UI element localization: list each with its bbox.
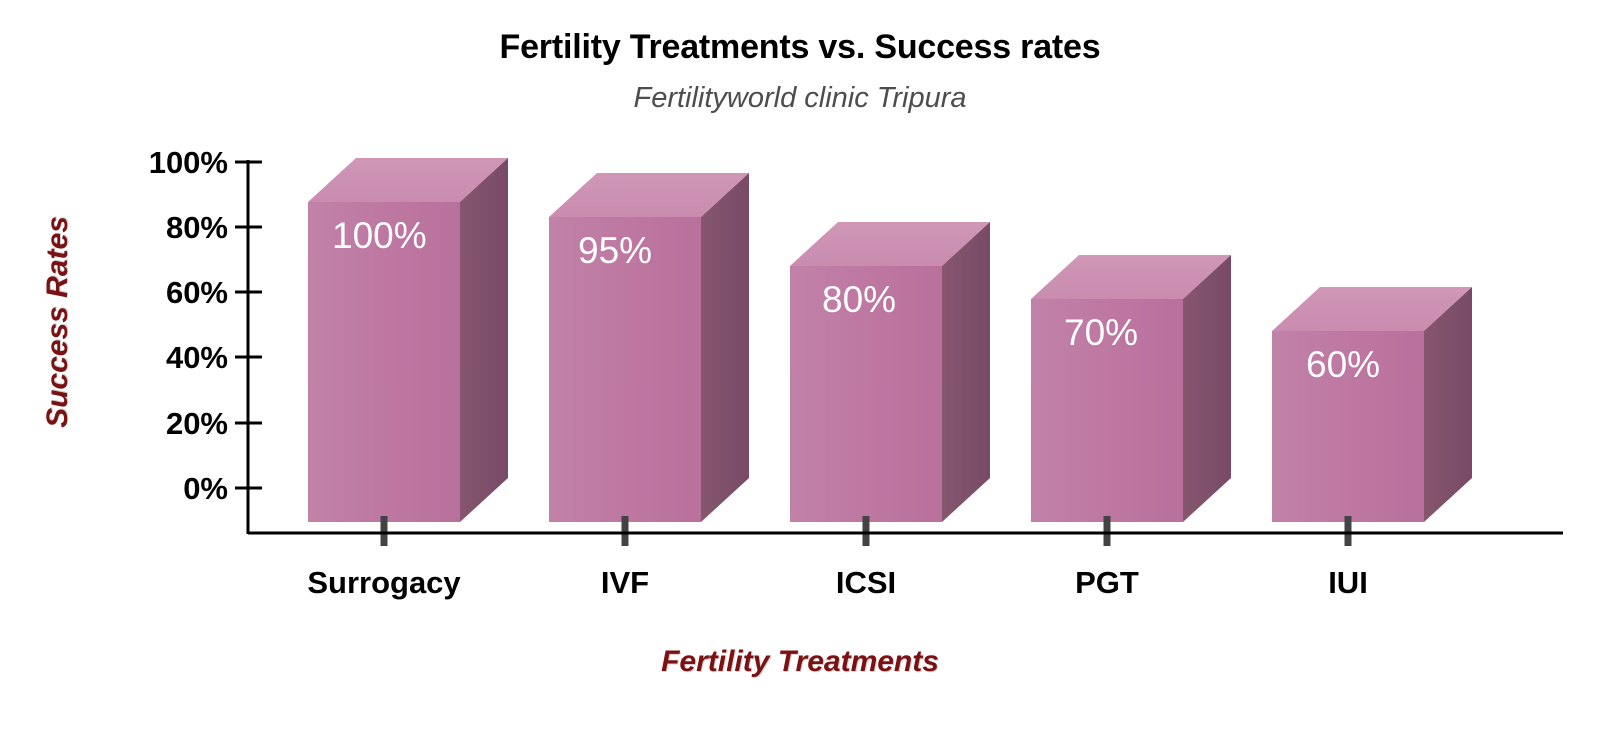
y-axis-group: 100% 80% 60% 40% 20% 0% <box>149 145 262 534</box>
bar-front-face <box>549 217 701 522</box>
y-tick-label-40: 40% <box>166 340 228 375</box>
bar-top-face <box>308 158 508 202</box>
bar-icsi[interactable]: 80% <box>790 222 990 522</box>
x-axis-category-labels: Surrogacy IVF ICSI PGT IUI <box>307 565 1367 600</box>
y-tick-label-60: 60% <box>166 275 228 310</box>
x-category-label-pgt: PGT <box>1075 565 1139 600</box>
bar-value-label: 70% <box>1064 312 1138 353</box>
y-tick-label-0: 0% <box>183 471 228 506</box>
bar-front-face <box>1272 331 1424 522</box>
bar-front-face <box>790 266 942 522</box>
bar-side-face <box>460 158 508 522</box>
bar-ivf[interactable]: 95% <box>549 173 749 522</box>
bar-iui[interactable]: 60% <box>1272 287 1472 522</box>
chart-title: Fertility Treatments vs. Success rates <box>499 28 1101 66</box>
bar-surrogacy[interactable]: 100% <box>308 158 508 522</box>
bar-pgt[interactable]: 70% <box>1031 255 1231 522</box>
bar-side-face <box>701 173 749 522</box>
bar-value-label: 100% <box>332 215 427 256</box>
bar-front-face <box>1031 299 1183 522</box>
bar-top-face <box>549 173 749 217</box>
y-tick-label-80: 80% <box>166 210 228 245</box>
y-tick-label-20: 20% <box>166 406 228 441</box>
bar-value-label: 80% <box>822 279 896 320</box>
bar-value-label: 95% <box>578 230 652 271</box>
bar-side-face <box>1183 255 1231 522</box>
x-category-label-surrogacy: Surrogacy <box>307 565 461 600</box>
chart-subtitle: Fertilityworld clinic Tripura <box>633 82 967 114</box>
x-axis-category-ticks <box>380 516 1352 546</box>
x-axis-group: Surrogacy IVF ICSI PGT IUI <box>248 516 1563 600</box>
x-axis-title: Fertility Treatments <box>661 645 939 678</box>
bar-top-face <box>790 222 990 266</box>
bars-group: 100% 95% 80% 70% <box>308 158 1472 522</box>
x-category-label-ivf: IVF <box>601 565 649 600</box>
y-axis-ticks <box>235 160 262 490</box>
bar-top-face <box>1272 287 1472 331</box>
bar-value-label: 60% <box>1306 344 1380 385</box>
y-axis-tick-labels: 100% 80% 60% 40% 20% 0% <box>149 145 228 506</box>
x-category-label-icsi: ICSI <box>836 565 896 600</box>
bar-top-face <box>1031 255 1231 299</box>
y-tick-label-100: 100% <box>149 145 228 180</box>
x-category-label-iui: IUI <box>1328 565 1368 600</box>
bar-side-face <box>1424 287 1472 522</box>
bar-side-face <box>942 222 990 522</box>
bar-front-face <box>308 202 460 522</box>
